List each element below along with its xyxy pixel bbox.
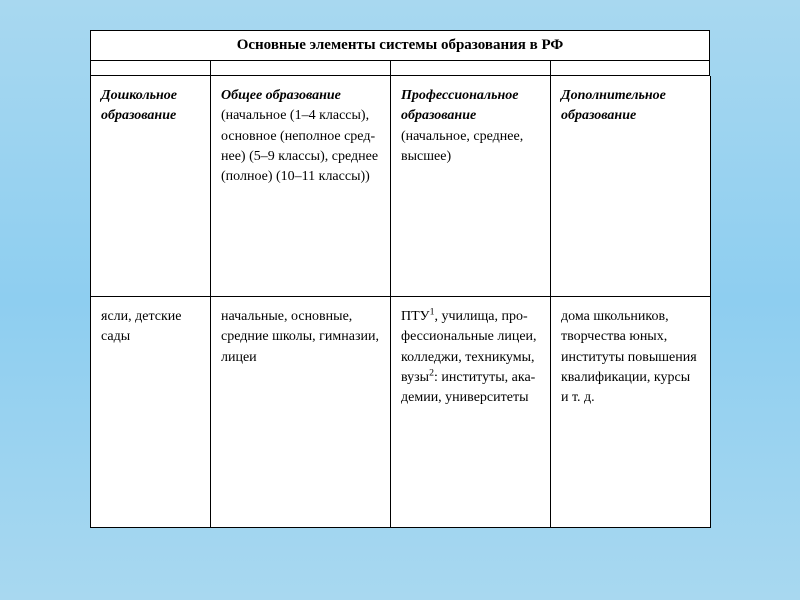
- category-name: Дополни­тельное образование: [561, 88, 666, 123]
- connector-line: [709, 61, 710, 75]
- connector-row: [90, 61, 710, 75]
- table-title: Основные элементы системы образования в …: [90, 30, 710, 61]
- category-extra: (началь­ное (1–4 клас­сы), основное (неп…: [221, 108, 378, 184]
- connector-line: [390, 61, 391, 75]
- table-sheet: Основные элементы системы образования в …: [90, 30, 710, 528]
- examples-cell-4: дома школь­ников, твор­чества юных, инст…: [551, 297, 711, 528]
- category-name: Общее образо­вание: [221, 88, 341, 103]
- table-grid: Дошколь­ное обра­зование Общее образо­ва…: [90, 75, 710, 528]
- category-extra: (начальное, среднее, высшее): [401, 129, 523, 164]
- category-name: Профессио­нальное образование: [401, 88, 519, 123]
- connector-line: [90, 61, 91, 75]
- category-cell-4: Дополни­тельное образование: [551, 76, 711, 297]
- category-cell-3: Профессио­нальное образование (начальное…: [391, 76, 551, 297]
- category-cell-1: Дошколь­ное обра­зование: [91, 76, 211, 297]
- examples-cell-1: ясли, детские сады: [91, 297, 211, 528]
- connector-line: [210, 61, 211, 75]
- category-cell-2: Общее образо­вание (началь­ное (1–4 клас…: [211, 76, 391, 297]
- examples-cell-2: начальные, ос­новные, сред­ние школы, ги…: [211, 297, 391, 528]
- examples-cell-3: ПТУ1, учи­лища, про­фессиональ­ные лицеи…: [391, 297, 551, 528]
- category-name: Дошколь­ное обра­зование: [101, 88, 177, 123]
- connector-line: [550, 61, 551, 75]
